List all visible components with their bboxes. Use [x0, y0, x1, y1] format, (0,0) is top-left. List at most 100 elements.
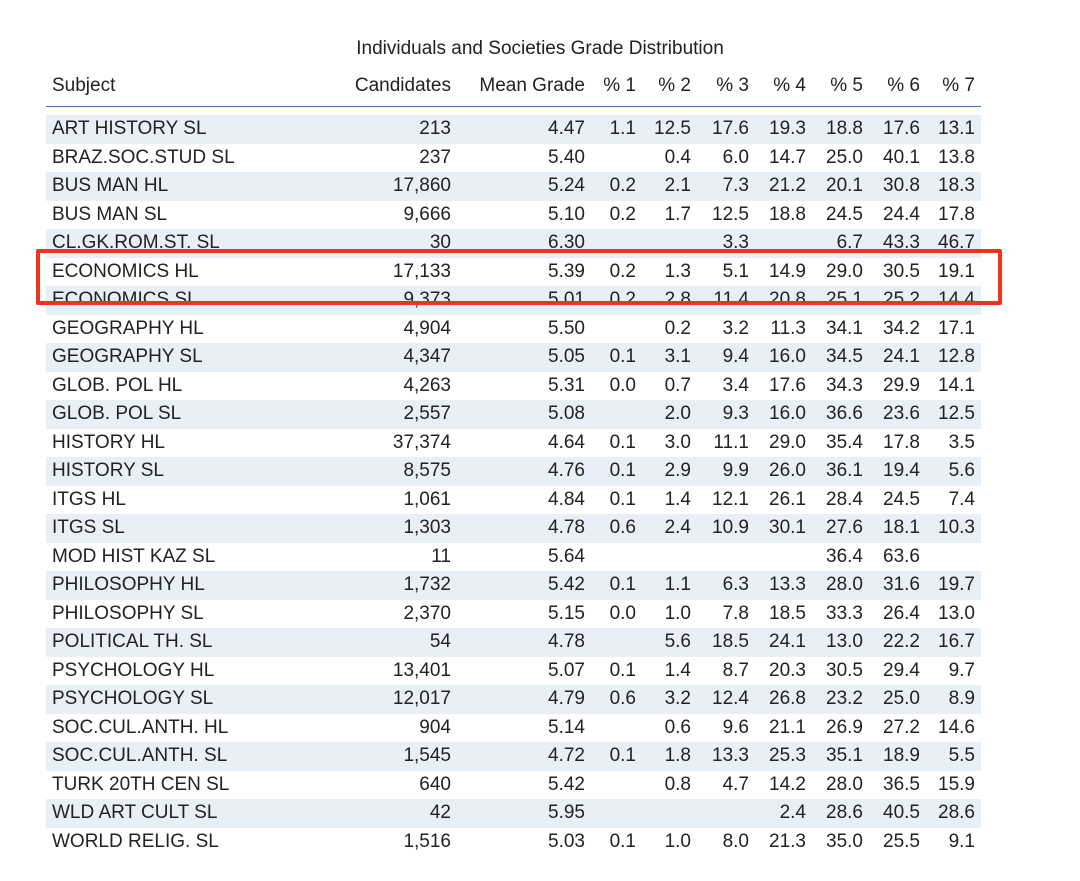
cell-pct-3: 7.3: [697, 172, 755, 201]
cell-pct-6: 29.4: [883, 659, 920, 681]
cell-mean-grade: 4.78: [457, 514, 591, 543]
cell-candidates: 1,303: [322, 514, 457, 543]
cell-pct-2: 0.2: [664, 317, 691, 339]
cell-pct-6: 24.4: [883, 203, 920, 225]
cell-subject: GLOB. POL SL: [46, 400, 322, 429]
cell-candidates: 4,263: [403, 374, 451, 396]
cell-pct-6: 30.5: [883, 260, 920, 282]
cell-pct-4: 21.3: [769, 830, 806, 852]
cell-subject: ART HISTORY SL: [46, 115, 322, 144]
cell-pct-1: 0.2: [609, 203, 636, 225]
table-row: BUS MAN HL 17,860 5.24 0.2 2.1 7.3 21.2 20.1 30.…: [46, 172, 981, 201]
cell-pct-5: 23.2: [812, 685, 869, 714]
cell-subject: SOC.CUL.ANTH. SL: [46, 742, 322, 771]
cell-pct-7: 5.5: [926, 742, 981, 771]
cell-pct-7: 14.4: [926, 286, 981, 315]
table-row: SOC.CUL.ANTH. HL 904 5.14 0.6 9.6 21.1 26.9 27.…: [46, 714, 981, 743]
table-row: GEOGRAPHY HL 4,904 5.50 0.2 3.2 11.3 34.1 34.2 1…: [46, 315, 981, 344]
cell-pct-6: 25.5: [883, 830, 920, 852]
cell-pct-2: 0.8: [664, 773, 691, 795]
cell-candidates: 12,017: [322, 685, 457, 714]
column-header-pct-5: % 5: [830, 75, 863, 96]
cell-pct-3: 6.0: [722, 146, 749, 168]
cell-mean-grade: 5.24: [457, 172, 591, 201]
cell-mean-grade: 4.72: [457, 742, 591, 771]
cell-mean-grade: 5.03: [548, 830, 585, 852]
cell-pct-5: 25.1: [812, 286, 869, 315]
cell-pct-1: 0.0: [609, 374, 636, 396]
table-row: TURK 20TH CEN SL 640 5.42 0.8 4.7 14.2 28.0 36.…: [46, 771, 981, 800]
cell-pct-5: 36.6: [812, 400, 869, 429]
cell-pct-2: 2.1: [642, 172, 697, 201]
cell-pct-3: [697, 543, 755, 572]
cell-pct-4: [755, 543, 812, 572]
cell-candidates: 11: [431, 545, 451, 567]
cell-pct-1: 0.1: [609, 659, 636, 681]
cell-pct-4: 18.8: [769, 203, 806, 225]
cell-candidates: 8,575: [322, 457, 457, 486]
cell-mean-grade: 5.42: [457, 571, 591, 600]
table-row: PHILOSOPHY HL 1,732 5.42 0.1 1.1 6.3 13.3 28.0 3…: [46, 571, 981, 600]
cell-candidates: 1,516: [403, 830, 451, 852]
cell-subject: PSYCHOLOGY SL: [46, 685, 322, 714]
cell-mean-grade: 4.76: [457, 457, 591, 486]
table-row: GLOB. POL HL 4,263 5.31 0.0 0.7 3.4 17.6 34.3 29…: [46, 372, 981, 401]
cell-pct-1: [591, 799, 642, 828]
cell-pct-1: [591, 543, 642, 572]
cell-pct-2: 0.7: [664, 374, 691, 396]
cell-pct-6: 17.8: [883, 431, 920, 453]
cell-pct-6: 25.0: [869, 685, 926, 714]
cell-pct-1: [591, 400, 642, 429]
column-header-pct-6: % 6: [887, 75, 920, 96]
cell-candidates: 4,904: [403, 317, 451, 339]
table-row: ART HISTORY SL 213 4.47 1.1 12.5 17.6 19.3 18.8…: [46, 115, 981, 144]
cell-candidates: 2,557: [322, 400, 457, 429]
cell-pct-1: 0.2: [591, 172, 642, 201]
table-body: ART HISTORY SL 213 4.47 1.1 12.5 17.6 19.3 18.8…: [46, 107, 981, 857]
table-row: BUS MAN SL 9,666 5.10 0.2 1.7 12.5 18.8 24.5 24.…: [46, 201, 981, 230]
cell-pct-4: 13.3: [755, 571, 812, 600]
table-row: BRAZ.SOC.STUD SL 237 5.40 0.4 6.0 14.7 25.0 40.…: [46, 144, 981, 173]
cell-pct-6: 27.2: [883, 716, 920, 738]
column-header-pct-4: % 4: [773, 75, 806, 96]
cell-subject: MOD HIST KAZ SL: [52, 545, 216, 567]
grade-distribution-table: Subject Candidates Mean Grade % 1 % 2 % …: [46, 66, 981, 856]
cell-pct-3: 13.3: [697, 742, 755, 771]
table-row: ECONOMICS SL 9,373 5.01 0.2 2.8 11.4 20.8 25.1 2…: [46, 286, 981, 315]
cell-pct-6: 34.2: [883, 317, 920, 339]
cell-pct-7: 3.5: [948, 431, 975, 453]
cell-pct-3: 3.2: [722, 317, 749, 339]
cell-pct-7: 13.8: [938, 146, 975, 168]
cell-candidates: 37,374: [392, 431, 451, 453]
cell-pct-7: 15.9: [938, 773, 975, 795]
cell-candidates: 17,133: [392, 260, 451, 282]
cell-pct-4: 16.0: [755, 343, 812, 372]
cell-pct-2: 0.4: [664, 146, 691, 168]
cell-pct-2: 3.2: [642, 685, 697, 714]
cell-pct-1: [591, 144, 642, 173]
cell-pct-7: 12.8: [926, 343, 981, 372]
cell-pct-7: 10.3: [926, 514, 981, 543]
cell-pct-3: 11.4: [697, 286, 755, 315]
table-title: Individuals and Societies Grade Distribu…: [356, 38, 724, 59]
cell-pct-5: 30.5: [826, 659, 863, 681]
cell-candidates: 17,860: [322, 172, 457, 201]
cell-pct-7: 9.1: [948, 830, 975, 852]
cell-pct-6: 17.6: [869, 115, 926, 144]
cell-candidates: 1,061: [403, 488, 451, 510]
table-row: POLITICAL TH. SL 54 4.78 5.6 18.5 24.1 13.0 22.…: [46, 628, 981, 657]
cell-mean-grade: 4.47: [457, 115, 591, 144]
cell-pct-2: [642, 799, 697, 828]
cell-pct-1: [591, 315, 642, 344]
cell-pct-2: 3.1: [642, 343, 697, 372]
cell-pct-4: 21.2: [755, 172, 812, 201]
cell-pct-4: 2.4: [755, 799, 812, 828]
cell-pct-2: 2.9: [642, 457, 697, 486]
cell-pct-6: 19.4: [869, 457, 926, 486]
cell-pct-2: 2.0: [642, 400, 697, 429]
cell-pct-6: 26.4: [883, 602, 920, 624]
cell-pct-7: 14.6: [938, 716, 975, 738]
cell-pct-3: 10.9: [697, 514, 755, 543]
table-row: PSYCHOLOGY SL 12,017 4.79 0.6 3.2 12.4 26.8 23.…: [46, 685, 981, 714]
table-row: SOC.CUL.ANTH. SL 1,545 4.72 0.1 1.8 13.3 25.3 3…: [46, 742, 981, 771]
